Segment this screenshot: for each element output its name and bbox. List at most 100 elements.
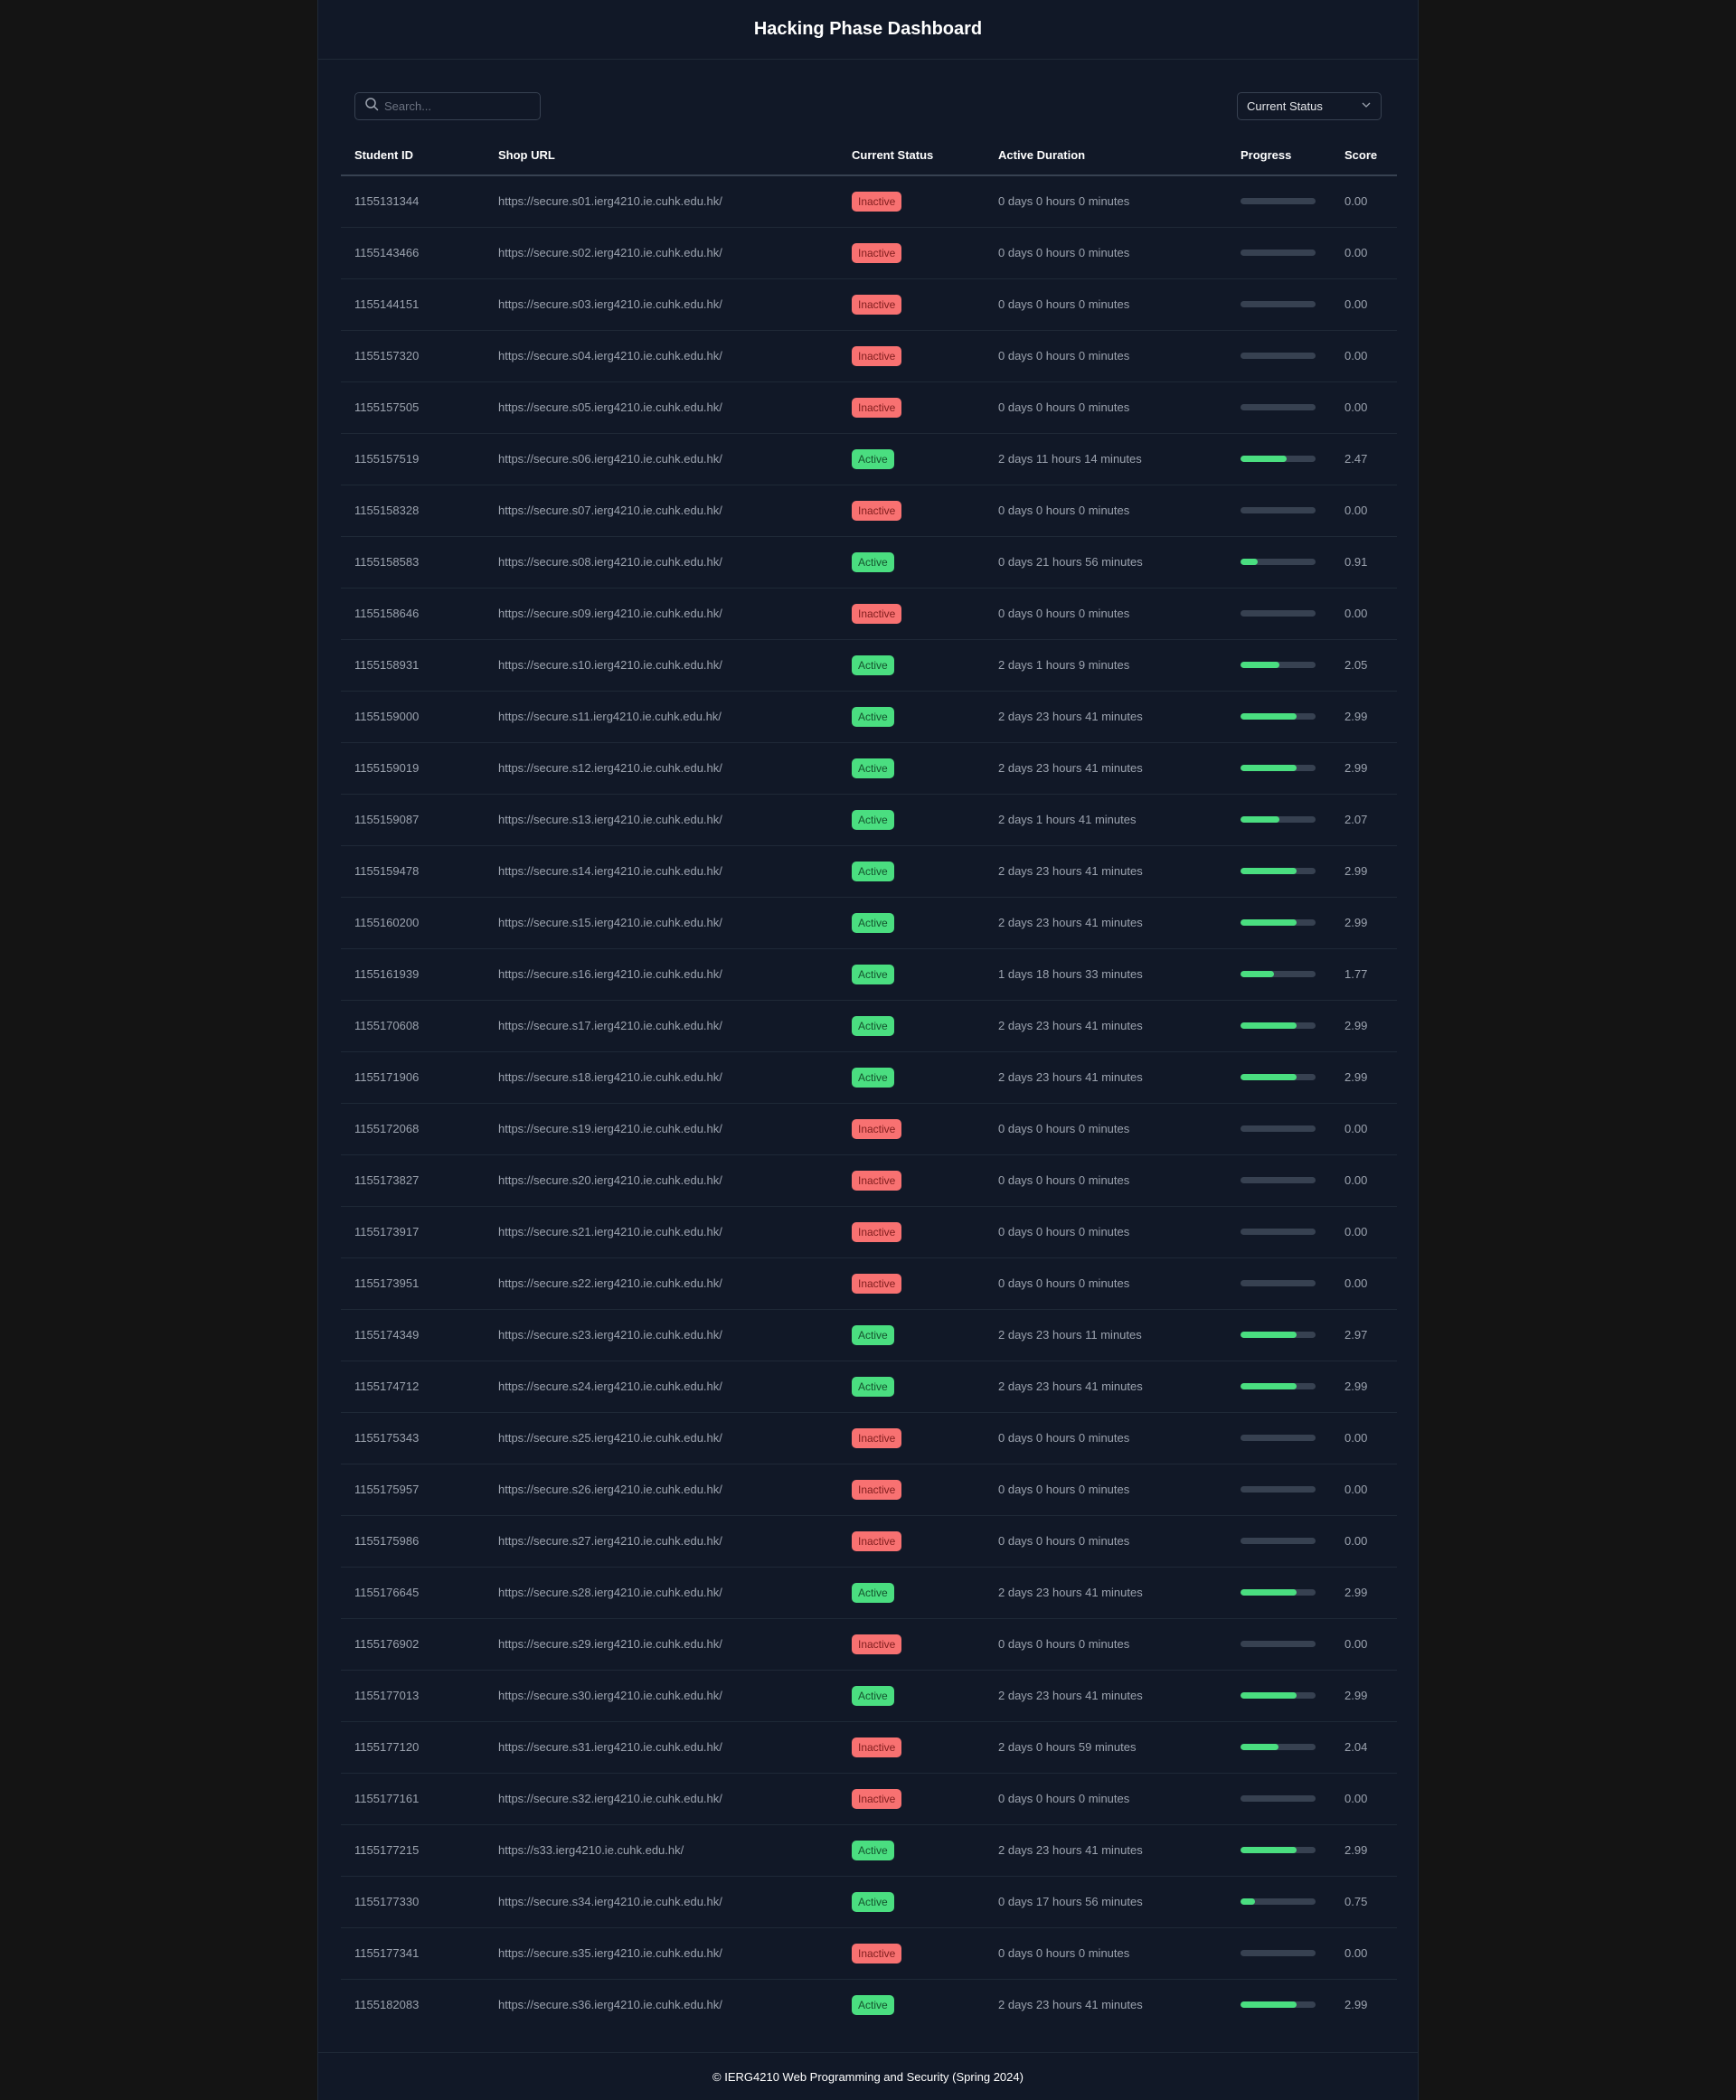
status-badge: Inactive [852, 1273, 902, 1294]
shop-url-link[interactable]: https://secure.s30.ierg4210.ie.cuhk.edu.… [485, 1670, 838, 1722]
progress-cell [1227, 485, 1331, 537]
progress-bar [1241, 1589, 1316, 1596]
status-badge: Inactive [852, 191, 902, 212]
shop-url-link[interactable]: https://secure.s10.ierg4210.ie.cuhk.edu.… [485, 639, 838, 692]
search-input[interactable] [384, 99, 529, 113]
shop-url-link[interactable]: https://secure.s24.ierg4210.ie.cuhk.edu.… [485, 1361, 838, 1413]
progress-bar [1241, 1229, 1316, 1235]
column-header-status[interactable]: Current Status [838, 136, 985, 176]
footer: © IERG4210 Web Programming and Security … [318, 2052, 1418, 2100]
progress-bar [1241, 198, 1316, 205]
status-badge: Active [852, 448, 894, 469]
active-duration: 0 days 0 hours 0 minutes [985, 1618, 1227, 1671]
progress-cell [1227, 845, 1331, 898]
active-duration: 0 days 0 hours 0 minutes [985, 588, 1227, 640]
status-badge: Active [852, 551, 894, 572]
shop-url-link[interactable]: https://secure.s17.ierg4210.ie.cuhk.edu.… [485, 1000, 838, 1052]
score: 2.04 [1331, 1721, 1397, 1774]
status-badge: Active [852, 1376, 894, 1397]
progress-cell [1227, 1618, 1331, 1671]
shop-url-link[interactable]: https://secure.s03.ierg4210.ie.cuhk.edu.… [485, 278, 838, 331]
score: 0.00 [1331, 278, 1397, 331]
table-row: 1155170608 https://secure.s17.ierg4210.ie… [341, 1000, 1397, 1052]
shop-url-link[interactable]: https://secure.s18.ierg4210.ie.cuhk.edu.… [485, 1051, 838, 1104]
shop-url-link[interactable]: https://secure.s01.ierg4210.ie.cuhk.edu.… [485, 175, 838, 228]
table-row: 1155177013 https://secure.s30.ierg4210.ie… [341, 1670, 1397, 1722]
shop-url-link[interactable]: https://secure.s04.ierg4210.ie.cuhk.edu.… [485, 330, 838, 382]
shop-url-link[interactable]: https://secure.s05.ierg4210.ie.cuhk.edu.… [485, 381, 838, 434]
shop-url-link[interactable]: https://secure.s29.ierg4210.ie.cuhk.edu.… [485, 1618, 838, 1671]
progress-fill [1241, 1022, 1297, 1029]
score: 2.99 [1331, 1670, 1397, 1722]
student-id: 1155177215 [341, 1824, 485, 1877]
column-header-shop-url[interactable]: Shop URL [485, 136, 838, 176]
progress-cell [1227, 1721, 1331, 1774]
shop-url-link[interactable]: https://secure.s31.ierg4210.ie.cuhk.edu.… [485, 1721, 838, 1774]
status-badge: Inactive [852, 1427, 902, 1448]
active-duration: 2 days 23 hours 41 minutes [985, 897, 1227, 949]
shop-url-link[interactable]: https://secure.s25.ierg4210.ie.cuhk.edu.… [485, 1412, 838, 1464]
column-header-progress[interactable]: Progress [1227, 136, 1331, 176]
score: 0.00 [1331, 1206, 1397, 1258]
status-badge: Active [852, 809, 894, 830]
active-duration: 0 days 0 hours 0 minutes [985, 1257, 1227, 1310]
student-id: 1155176902 [341, 1618, 485, 1671]
shop-url-link[interactable]: https://secure.s20.ierg4210.ie.cuhk.edu.… [485, 1154, 838, 1207]
shop-url-link[interactable]: https://secure.s16.ierg4210.ie.cuhk.edu.… [485, 948, 838, 1001]
column-header-duration[interactable]: Active Duration [985, 136, 1227, 176]
progress-cell [1227, 1464, 1331, 1516]
status-badge: Active [852, 1582, 894, 1603]
column-header-student-id[interactable]: Student ID [341, 136, 485, 176]
shop-url-link[interactable]: https://secure.s12.ierg4210.ie.cuhk.edu.… [485, 742, 838, 795]
active-duration: 0 days 0 hours 0 minutes [985, 1206, 1227, 1258]
shop-url-link[interactable]: https://secure.s13.ierg4210.ie.cuhk.edu.… [485, 794, 838, 846]
shop-url-link[interactable]: https://secure.s07.ierg4210.ie.cuhk.edu.… [485, 485, 838, 537]
shop-url-link[interactable]: https://secure.s26.ierg4210.ie.cuhk.edu.… [485, 1464, 838, 1516]
students-table: Student ID Shop URL Current Status Activ… [341, 136, 1397, 2030]
shop-url-link[interactable]: https://secure.s32.ierg4210.ie.cuhk.edu.… [485, 1773, 838, 1825]
table-body: 1155131344 https://secure.s01.ierg4210.ie… [341, 175, 1397, 2030]
status-filter-select[interactable]: Current Status [1237, 92, 1382, 120]
active-duration: 0 days 0 hours 0 minutes [985, 175, 1227, 228]
shop-url-link[interactable]: https://secure.s28.ierg4210.ie.cuhk.edu.… [485, 1567, 838, 1619]
shop-url-link[interactable]: https://s33.ierg4210.ie.cuhk.edu.hk/ [485, 1824, 838, 1877]
shop-url-link[interactable]: https://secure.s15.ierg4210.ie.cuhk.edu.… [485, 897, 838, 949]
shop-url-link[interactable]: https://secure.s21.ierg4210.ie.cuhk.edu.… [485, 1206, 838, 1258]
shop-url-link[interactable]: https://secure.s09.ierg4210.ie.cuhk.edu.… [485, 588, 838, 640]
progress-bar [1241, 456, 1316, 462]
shop-url-link[interactable]: https://secure.s34.ierg4210.ie.cuhk.edu.… [485, 1876, 838, 1928]
shop-url-link[interactable]: https://secure.s14.ierg4210.ie.cuhk.edu.… [485, 845, 838, 898]
status-badge: Active [852, 654, 894, 675]
shop-url-link[interactable]: https://secure.s22.ierg4210.ie.cuhk.edu.… [485, 1257, 838, 1310]
student-id: 1155157320 [341, 330, 485, 382]
student-id: 1155175343 [341, 1412, 485, 1464]
progress-bar [1241, 1641, 1316, 1647]
shop-url-link[interactable]: https://secure.s19.ierg4210.ie.cuhk.edu.… [485, 1103, 838, 1155]
student-id: 1155173951 [341, 1257, 485, 1310]
column-header-score[interactable]: Score [1331, 136, 1397, 176]
shop-url-link[interactable]: https://secure.s27.ierg4210.ie.cuhk.edu.… [485, 1515, 838, 1568]
student-id: 1155159019 [341, 742, 485, 795]
student-id: 1155144151 [341, 278, 485, 331]
shop-url-link[interactable]: https://secure.s35.ierg4210.ie.cuhk.edu.… [485, 1927, 838, 1980]
search-box[interactable] [354, 92, 541, 120]
score: 0.00 [1331, 1773, 1397, 1825]
progress-bar [1241, 404, 1316, 410]
score: 0.00 [1331, 381, 1397, 434]
shop-url-link[interactable]: https://secure.s11.ierg4210.ie.cuhk.edu.… [485, 691, 838, 743]
status-cell: Inactive [838, 1103, 985, 1155]
score: 2.99 [1344, 1998, 1368, 2012]
status-badge: Inactive [852, 1221, 902, 1242]
shop-url-link[interactable]: https://secure.s08.ierg4210.ie.cuhk.edu.… [485, 536, 838, 589]
score: 0.00 [1331, 1257, 1397, 1310]
score: 2.99 [1331, 742, 1397, 795]
shop-url-link[interactable]: https://secure.s36.ierg4210.ie.cuhk.edu.… [498, 1998, 722, 2012]
shop-url-link[interactable]: https://secure.s23.ierg4210.ie.cuhk.edu.… [485, 1309, 838, 1361]
shop-url-link[interactable]: https://secure.s06.ierg4210.ie.cuhk.edu.… [485, 433, 838, 485]
score: 0.00 [1331, 227, 1397, 279]
student-id: 1155171906 [341, 1051, 485, 1104]
shop-url-link[interactable]: https://secure.s02.ierg4210.ie.cuhk.edu.… [485, 227, 838, 279]
progress-fill [1241, 919, 1297, 926]
active-duration: 2 days 1 hours 9 minutes [985, 639, 1227, 692]
score: 0.00 [1331, 1412, 1397, 1464]
